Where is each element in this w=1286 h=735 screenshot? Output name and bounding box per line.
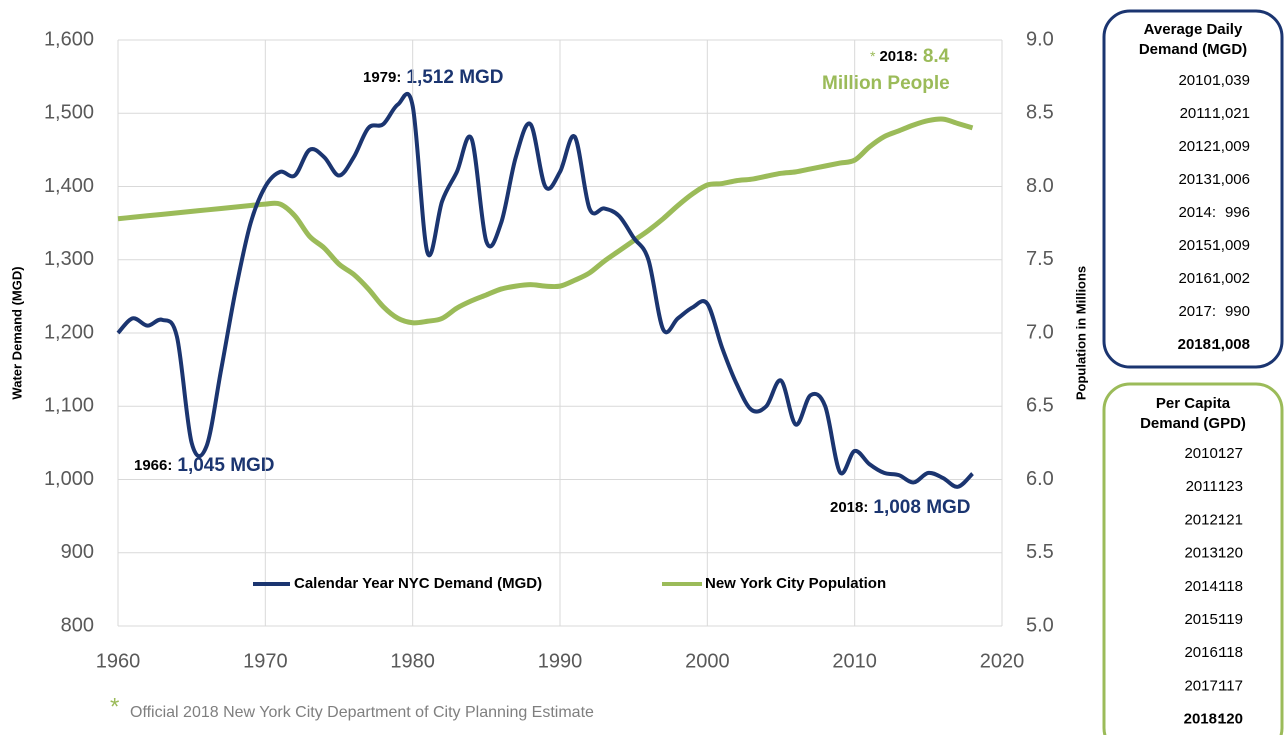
table-year: 2013: xyxy=(1178,171,1216,188)
table-year: 2018: xyxy=(1184,711,1222,728)
table-year: 2014: xyxy=(1184,578,1222,595)
table-title: Per Capita xyxy=(1156,395,1231,412)
table-year: 2016: xyxy=(1178,270,1216,287)
annotation-year: 2018: xyxy=(830,499,868,516)
table-value: 120 xyxy=(1218,545,1243,562)
table-year: 2017: xyxy=(1178,303,1216,320)
y-tick-label: 1,600 xyxy=(44,28,94,50)
table-value: 1,021 xyxy=(1212,105,1250,122)
annotation-year: 2018: xyxy=(879,48,917,65)
table-value: 121 xyxy=(1218,511,1243,528)
table-value: 1,002 xyxy=(1212,270,1250,287)
data-line xyxy=(117,116,974,326)
y-tick-label: 1,200 xyxy=(44,321,94,343)
y2-tick-label: 5.5 xyxy=(1026,541,1054,563)
data-line xyxy=(116,91,974,489)
table-box xyxy=(1102,382,1284,735)
x-tick-label: 2020 xyxy=(980,650,1025,672)
x-tick-label: 2000 xyxy=(685,650,730,672)
annotation: 2018: 1,008 MGD xyxy=(830,497,971,518)
table-year: 2015: xyxy=(1184,611,1222,628)
table-year: 2010: xyxy=(1184,445,1222,462)
y-tick-label: 900 xyxy=(61,541,94,563)
annotation-text: 1,045 MGD xyxy=(177,455,274,476)
footnote: Official 2018 New York City Department o… xyxy=(130,704,594,721)
y-axis-title: Water Demand (MGD) xyxy=(9,266,24,399)
annotation: 1966: 1,045 MGD xyxy=(134,455,275,476)
annotation-year: 1979: xyxy=(363,69,401,86)
table-box xyxy=(1102,9,1284,369)
annotation-mark: * xyxy=(870,48,876,64)
y2-tick-label: 6.5 xyxy=(1026,395,1054,417)
y-tick-label: 1,100 xyxy=(44,395,94,417)
y2-axis-title: Population in Millions xyxy=(1073,266,1088,400)
annotation-year: 1966: xyxy=(134,457,172,474)
table-year: 2017: xyxy=(1184,677,1222,694)
table-year: 2012: xyxy=(1178,138,1216,155)
annotation: * 2018: 8.4 xyxy=(870,46,950,67)
x-tick-label: 1970 xyxy=(243,650,288,672)
table-title: Average Daily xyxy=(1144,21,1243,38)
x-tick-label: 2010 xyxy=(832,650,877,672)
y-tick-label: 1,300 xyxy=(44,248,94,270)
annotation-text: 1,512 MGD xyxy=(406,67,503,88)
table-value: 117 xyxy=(1219,677,1243,694)
table-value: 127 xyxy=(1218,445,1243,462)
table-year: 2015: xyxy=(1178,237,1216,254)
y-tick-label: 1,500 xyxy=(44,102,94,124)
footnote-mark: * xyxy=(110,693,119,720)
table-year: 2010: xyxy=(1178,72,1216,89)
y-tick-label: 1,400 xyxy=(44,175,94,197)
legend-label: New York City Population xyxy=(705,575,886,592)
x-tick-label: 1980 xyxy=(390,650,435,672)
y2-tick-label: 8.0 xyxy=(1026,175,1054,197)
table-year: 2012: xyxy=(1184,511,1222,528)
y-tick-label: 800 xyxy=(61,614,94,636)
x-tick-label: 1990 xyxy=(538,650,583,672)
table-year: 2018: xyxy=(1178,336,1216,353)
table-value: 1,039 xyxy=(1212,72,1250,89)
table-year: 2011: xyxy=(1180,105,1216,122)
y2-tick-label: 5.0 xyxy=(1026,614,1054,636)
table-title: Demand (GPD) xyxy=(1140,415,1246,432)
table-year: 2013: xyxy=(1184,545,1222,562)
annotation-text: 1,008 MGD xyxy=(873,497,970,518)
x-tick-label: 1960 xyxy=(96,650,141,672)
y-tick-label: 1,000 xyxy=(44,468,94,490)
table-value: 120 xyxy=(1218,711,1243,728)
table-value: 996 xyxy=(1225,204,1250,221)
table-year: 2014: xyxy=(1178,204,1216,221)
y2-tick-label: 6.0 xyxy=(1026,468,1054,490)
legend-label: Calendar Year NYC Demand (MGD) xyxy=(294,575,542,592)
table-value: 1,006 xyxy=(1212,171,1250,188)
annotation-text: Million People xyxy=(822,73,950,94)
table-value: 1,009 xyxy=(1212,138,1250,155)
table-value: 118 xyxy=(1219,578,1243,595)
y2-tick-label: 7.0 xyxy=(1026,321,1054,343)
y2-tick-label: 8.5 xyxy=(1026,102,1054,124)
annotation: 1979: 1,512 MGD xyxy=(363,67,504,88)
table-value: 119 xyxy=(1219,611,1243,628)
table-value: 123 xyxy=(1218,478,1243,495)
table-year: 2011: xyxy=(1186,478,1222,495)
table-value: 990 xyxy=(1225,303,1250,320)
table-title: Demand (MGD) xyxy=(1139,41,1247,58)
annotation-text: 8.4 xyxy=(923,46,950,67)
table-value: 118 xyxy=(1219,644,1243,661)
table-value: 1,009 xyxy=(1212,237,1250,254)
y2-tick-label: 9.0 xyxy=(1026,28,1054,50)
table-value: 1,008 xyxy=(1212,336,1250,353)
table-year: 2016: xyxy=(1184,644,1222,661)
y2-tick-label: 7.5 xyxy=(1026,248,1054,270)
